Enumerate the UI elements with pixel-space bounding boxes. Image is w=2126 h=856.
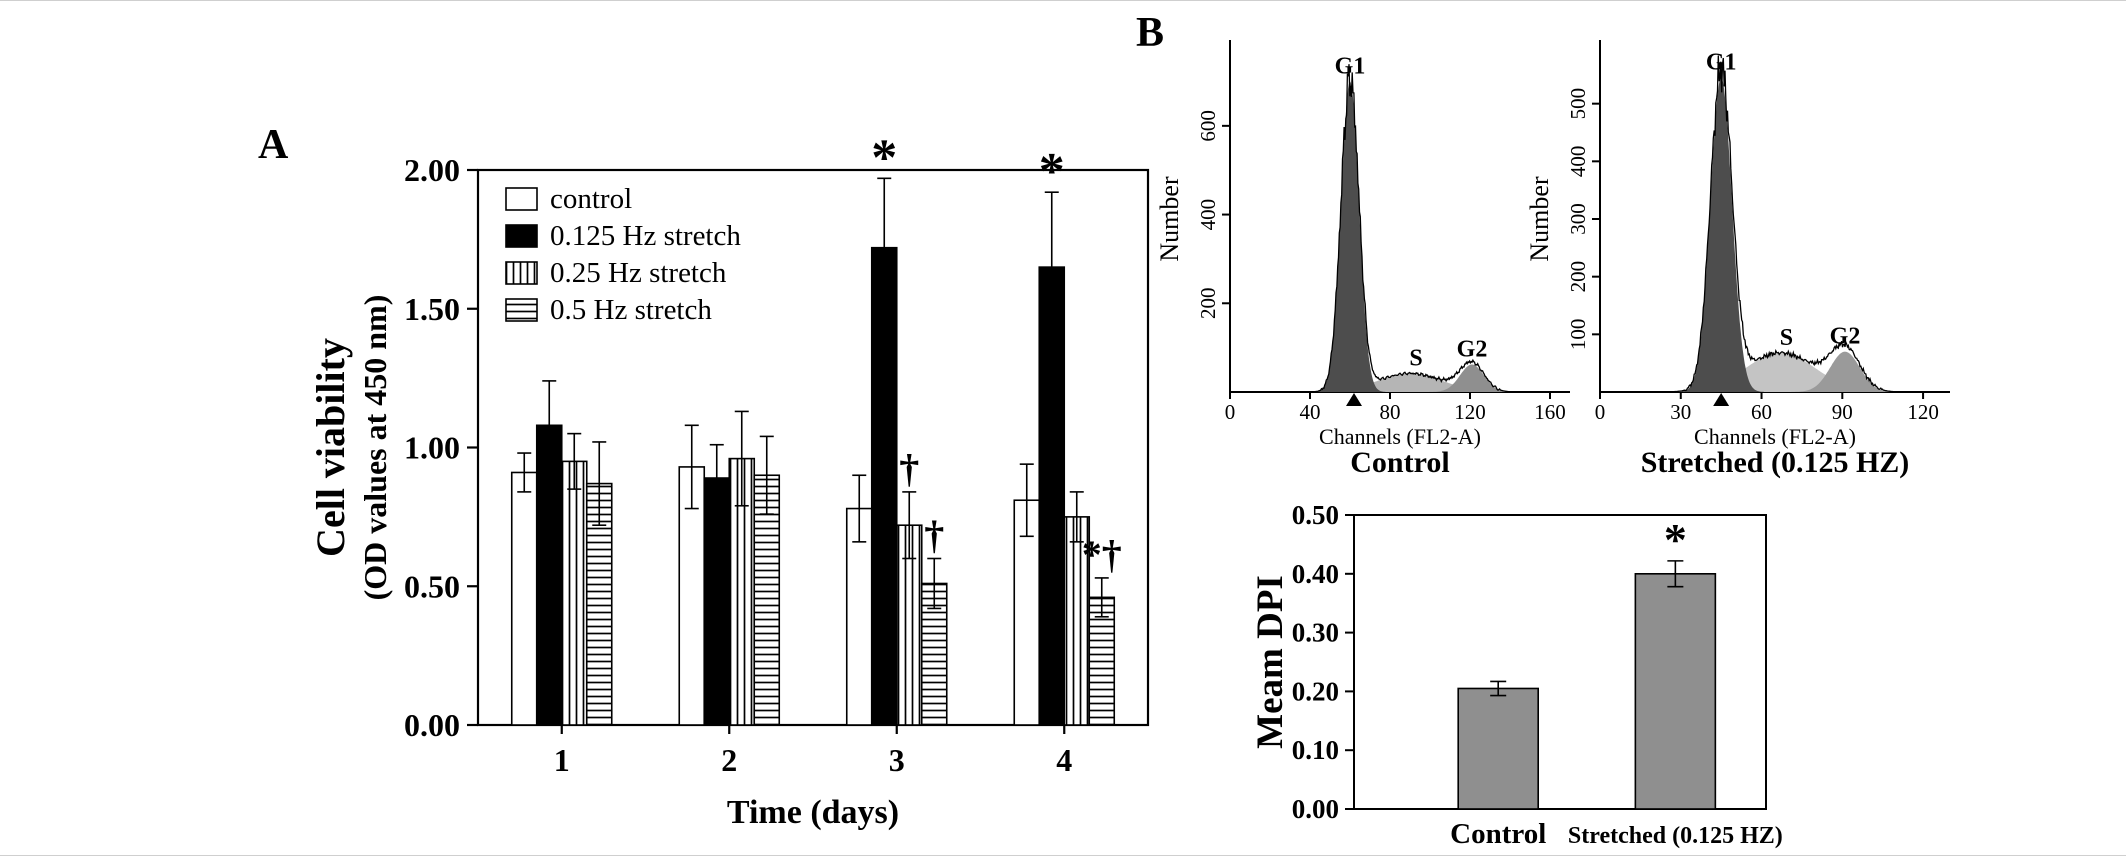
- svg-text:†: †: [924, 513, 944, 558]
- svg-text:S: S: [1409, 345, 1422, 371]
- svg-text:G1: G1: [1335, 53, 1366, 79]
- svg-text:Meam DPI: Meam DPI: [1250, 575, 1291, 749]
- svg-text:30: 30: [1670, 400, 1691, 424]
- svg-text:G2: G2: [1457, 336, 1488, 362]
- svg-text:0: 0: [1225, 400, 1236, 424]
- svg-text:60: 60: [1751, 400, 1772, 424]
- svg-text:Stretched (0.125 HZ): Stretched (0.125 HZ): [1568, 823, 1783, 849]
- svg-text:Number: Number: [1525, 176, 1554, 262]
- svg-text:2.00: 2.00: [404, 152, 460, 188]
- svg-text:40: 40: [1300, 400, 1321, 424]
- svg-text:*: *: [871, 129, 897, 186]
- flow-histogram-stretched: 100 200 300 400 500 0 30 60 90 120 Number Channels …: [1525, 40, 1950, 479]
- svg-text:200: 200: [1566, 261, 1590, 293]
- svg-text:400: 400: [1566, 146, 1590, 178]
- svg-text:1.00: 1.00: [404, 430, 460, 466]
- svg-text:0.5 Hz stretch: 0.5 Hz stretch: [550, 294, 712, 326]
- svg-text:1.50: 1.50: [404, 291, 460, 327]
- svg-text:*: *: [1039, 143, 1065, 200]
- svg-text:0.20: 0.20: [1292, 676, 1339, 706]
- svg-text:120: 120: [1907, 400, 1939, 424]
- svg-text:Control: Control: [1350, 446, 1449, 479]
- cell-viability-bar-chart: 0.00 0.50 1.00 1.50 2.00 1 2 3 4 Time (days) Cell …: [308, 129, 1150, 831]
- svg-text:†: †: [899, 446, 919, 491]
- svg-text:160: 160: [1534, 400, 1566, 424]
- svg-text:Channels (FL2-A): Channels (FL2-A): [1694, 424, 1856, 449]
- flow-histogram-control: 200 400 600 0 40 80 120 160 Number Channels (FL2-…: [1155, 40, 1570, 479]
- svg-text:Channels (FL2-A): Channels (FL2-A): [1319, 424, 1481, 449]
- svg-text:600: 600: [1196, 110, 1220, 142]
- svg-text:80: 80: [1380, 400, 1401, 424]
- svg-text:Time (days): Time (days): [727, 794, 899, 831]
- svg-text:0.10: 0.10: [1292, 735, 1339, 765]
- svg-text:0.30: 0.30: [1292, 618, 1339, 648]
- svg-text:G1: G1: [1706, 50, 1737, 76]
- svg-text:90: 90: [1832, 400, 1853, 424]
- svg-text:4: 4: [1056, 742, 1072, 778]
- svg-text:control: control: [550, 183, 632, 215]
- svg-text:Number: Number: [1155, 176, 1184, 262]
- svg-text:S: S: [1780, 325, 1793, 351]
- mean-dpi-bar-chart: 0.00 0.10 0.20 0.30 0.40 0.50 Meam DPI Control *…: [1250, 500, 1783, 850]
- panel-a-label: A: [258, 122, 289, 168]
- svg-text:0.50: 0.50: [1292, 500, 1339, 530]
- panel-b-label: B: [1136, 10, 1165, 56]
- svg-text:0.00: 0.00: [1292, 794, 1339, 824]
- svg-text:300: 300: [1566, 203, 1590, 235]
- svg-text:Control: Control: [1450, 818, 1546, 850]
- svg-text:0.50: 0.50: [404, 568, 460, 604]
- svg-text:G2: G2: [1830, 324, 1861, 350]
- svg-text:1: 1: [554, 742, 570, 778]
- svg-text:500: 500: [1566, 88, 1590, 120]
- svg-text:(OD values at 450 nm): (OD values at 450 nm): [357, 295, 393, 601]
- svg-text:Stretched (0.125 HZ): Stretched (0.125 HZ): [1641, 446, 1910, 479]
- svg-text:*: *: [1664, 514, 1687, 565]
- svg-text:120: 120: [1454, 400, 1486, 424]
- svg-text:0.25 Hz stretch: 0.25 Hz stretch: [550, 257, 727, 289]
- svg-text:0.125 Hz stretch: 0.125 Hz stretch: [550, 220, 741, 252]
- svg-text:*†: *†: [1082, 532, 1122, 577]
- svg-text:2: 2: [721, 742, 737, 778]
- svg-text:0: 0: [1595, 400, 1606, 424]
- svg-text:400: 400: [1196, 199, 1220, 231]
- svg-text:3: 3: [889, 742, 905, 778]
- svg-text:0.00: 0.00: [404, 707, 460, 743]
- svg-text:0.40: 0.40: [1292, 559, 1339, 589]
- svg-text:100: 100: [1566, 319, 1590, 351]
- svg-text:Cell viability: Cell viability: [308, 338, 353, 557]
- svg-text:200: 200: [1196, 288, 1220, 320]
